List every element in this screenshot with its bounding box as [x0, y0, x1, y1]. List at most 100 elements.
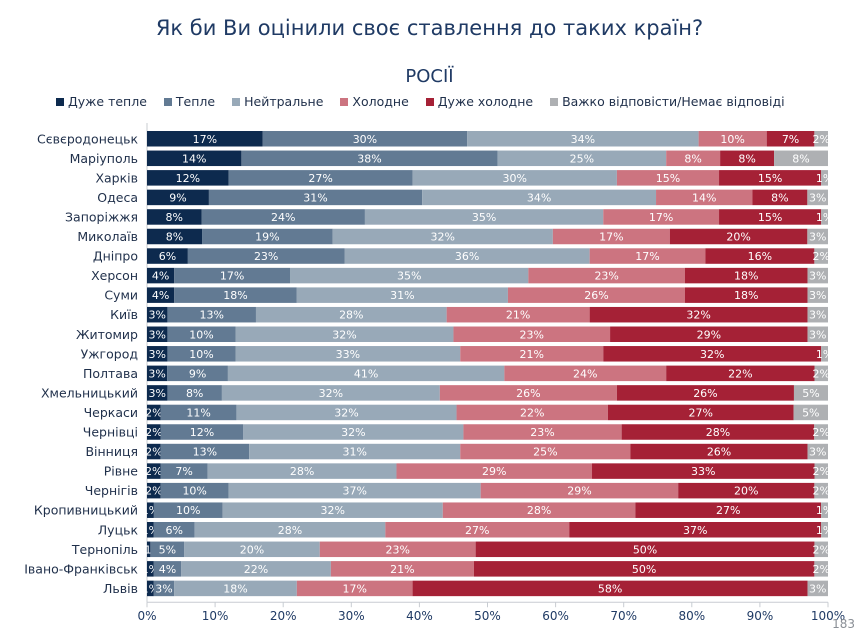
- bar-segment: [807, 326, 828, 342]
- data-label: 26%: [584, 289, 608, 302]
- bar-segment: [147, 502, 154, 518]
- bar-segment: [603, 346, 822, 362]
- bar-segment: [296, 580, 413, 597]
- bar-segment: [147, 346, 168, 362]
- data-label: 3%: [809, 231, 826, 244]
- data-label: 27%: [308, 172, 332, 185]
- bar-segment: [666, 365, 815, 382]
- bar-segment: [460, 346, 604, 362]
- bar-segment: [807, 287, 828, 303]
- data-label: 20%: [734, 485, 758, 498]
- data-label: 21%: [390, 563, 414, 576]
- category-label: Суми: [104, 288, 138, 303]
- data-label: 2%: [145, 465, 162, 478]
- data-label: 3%: [809, 309, 826, 322]
- data-label: 17%: [342, 582, 366, 595]
- data-label: 8%: [166, 211, 183, 224]
- bar-segment: [147, 424, 161, 440]
- legend-label: Нейтральне: [244, 94, 324, 109]
- bar-segment: [174, 580, 297, 597]
- bar-segment: [684, 267, 808, 284]
- data-label: 22%: [244, 563, 268, 576]
- data-label: 32%: [431, 231, 455, 244]
- bar-segment: [147, 209, 202, 225]
- data-label: 3%: [148, 387, 165, 400]
- data-label: 32%: [341, 426, 365, 439]
- data-label: 23%: [520, 328, 544, 341]
- bar-segment: [589, 306, 808, 323]
- bar-segment: [719, 170, 822, 186]
- bar-segment: [607, 404, 794, 421]
- data-label: 1%: [816, 524, 833, 537]
- bar-segment: [460, 443, 631, 460]
- bar-segment: [666, 150, 721, 167]
- data-label: 12%: [176, 172, 200, 185]
- legend-item: Тепле: [163, 94, 215, 109]
- bar-segment: [467, 131, 699, 147]
- category-label: Дніпро: [93, 249, 138, 264]
- bar-segment: [752, 189, 808, 206]
- data-label: 24%: [573, 367, 597, 380]
- category-label: Житомир: [76, 327, 138, 342]
- x-tick-label: 60%: [542, 609, 569, 623]
- bar-segment: [243, 424, 464, 440]
- data-label: 20%: [726, 231, 750, 244]
- category-label: Одеса: [97, 190, 138, 205]
- bar-segment: [774, 150, 828, 167]
- bar-segment: [719, 209, 822, 225]
- data-label: 8%: [684, 152, 701, 165]
- bar-segment: [167, 326, 236, 342]
- bar-segment: [221, 385, 440, 401]
- page-number: 183: [832, 617, 855, 631]
- data-label: 12%: [190, 426, 214, 439]
- bar-segment: [227, 365, 505, 382]
- data-label: 31%: [390, 289, 414, 302]
- data-label: 3%: [148, 348, 165, 361]
- bar-segment: [147, 248, 188, 264]
- bar-segment: [249, 443, 461, 460]
- bar-segment: [439, 385, 617, 401]
- data-label: 4%: [152, 289, 169, 302]
- page-title: Як би Ви оцінили своє ставлення до таких…: [155, 16, 704, 40]
- bar-segment: [807, 580, 828, 597]
- bar-segment: [147, 385, 168, 401]
- bar-segment: [184, 541, 320, 558]
- bar-segment: [814, 541, 828, 558]
- bar-segment: [228, 170, 413, 186]
- bar-segment: [621, 424, 815, 440]
- data-label: 58%: [598, 582, 622, 595]
- data-label: 27%: [716, 504, 740, 517]
- data-label: 15%: [656, 172, 680, 185]
- bar-segment: [463, 424, 622, 440]
- data-label: 33%: [691, 465, 715, 478]
- data-label: 28%: [339, 309, 363, 322]
- bar-segment: [147, 170, 229, 186]
- legend-swatch: [425, 97, 434, 106]
- bar-segment: [147, 326, 168, 342]
- bar-segment: [821, 170, 828, 186]
- data-label: 6%: [166, 524, 183, 537]
- bar-segment: [241, 150, 498, 167]
- bar-segment: [160, 482, 229, 499]
- data-label: 1%: [816, 348, 833, 361]
- data-label: 9%: [169, 191, 186, 204]
- data-label: 34%: [527, 191, 551, 204]
- legend-item: Холодне: [340, 94, 409, 109]
- data-label: 3%: [809, 289, 826, 302]
- bar-segment: [635, 502, 822, 518]
- bar-segment: [236, 404, 457, 421]
- data-label: 15%: [758, 211, 782, 224]
- bar-segment: [235, 346, 461, 362]
- bar-segment: [528, 267, 685, 284]
- data-label: 8%: [738, 152, 755, 165]
- data-label: 21%: [506, 309, 530, 322]
- data-label: 24%: [271, 211, 295, 224]
- chart-title: РОСІЇ: [405, 66, 454, 87]
- bar-segment: [153, 522, 195, 538]
- bar-segment: [446, 306, 590, 323]
- bar-segment: [720, 150, 775, 167]
- legend-item: Важко відповісти/Немає відповіді: [550, 94, 785, 109]
- data-label: 27%: [465, 524, 489, 537]
- data-label: 10%: [176, 504, 200, 517]
- bar-segment: [552, 228, 670, 245]
